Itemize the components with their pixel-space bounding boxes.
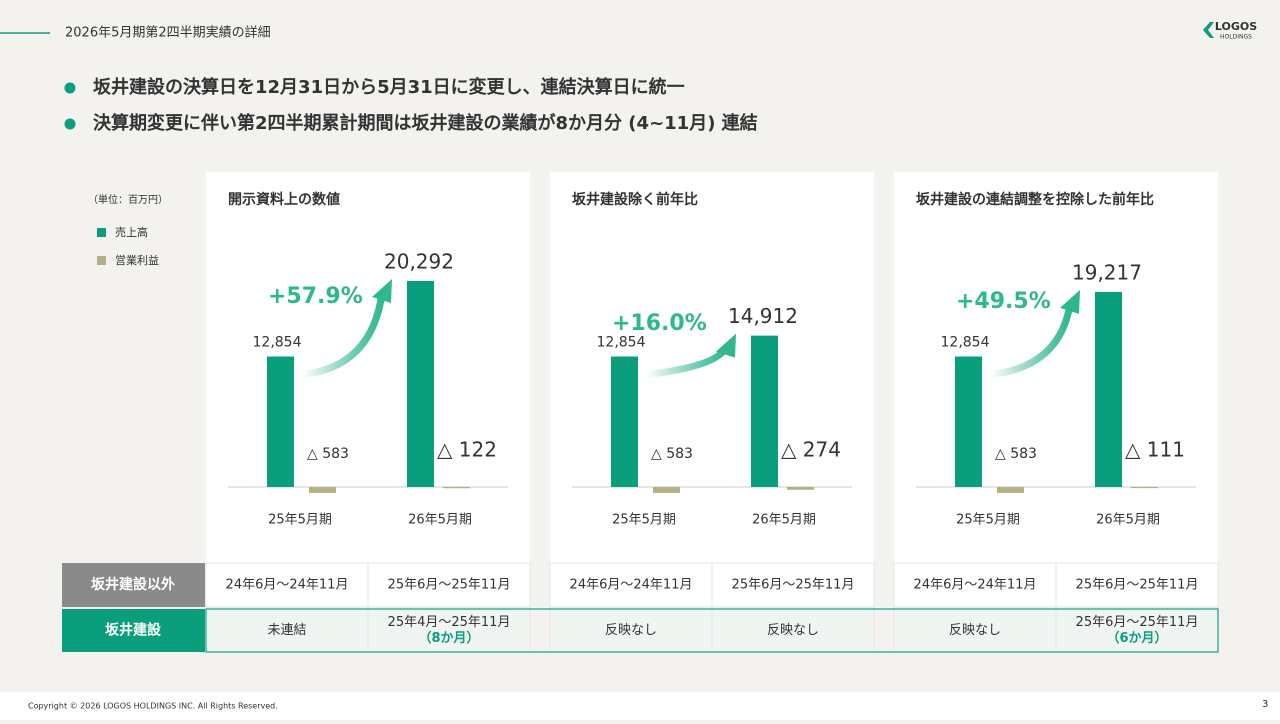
bar — [611, 356, 638, 487]
table-cell — [549, 608, 713, 653]
bar — [1095, 291, 1122, 487]
cell-text: 25年6月～25年11月 — [1076, 615, 1199, 630]
logo-mark — [1203, 22, 1214, 38]
table-cell — [549, 562, 713, 608]
bullet: 決算期変更に伴い第2四半期累計期間は坂井建設の業績が8か月分 (4~11月) 連… — [93, 112, 758, 134]
copyright: Copyright © 2026 LOGOS HOLDINGS INC. All… — [28, 702, 278, 711]
arrow-head — [716, 333, 736, 358]
row-outline — [205, 608, 1219, 653]
table-cell — [893, 608, 1057, 653]
chart-panel — [206, 172, 530, 563]
footer-band — [0, 692, 1280, 720]
unit-label: （単位：百万円） — [88, 193, 168, 206]
logo-sub: HOLDINGS — [1220, 34, 1252, 41]
x-tick-label: 25年5月期 — [956, 513, 1020, 528]
bar — [787, 487, 814, 490]
arrow-head — [372, 279, 392, 303]
cell-text: 反映なし — [949, 623, 1001, 638]
table-cell — [367, 608, 531, 653]
cell-text: 反映なし — [767, 623, 819, 638]
cell-text: 24年6月～24年11月 — [914, 578, 1037, 593]
bar — [1131, 487, 1158, 489]
bar — [267, 356, 294, 487]
x-tick-label: 26年5月期 — [752, 513, 816, 528]
legend-label: 営業利益 — [115, 253, 159, 267]
value-label: 12,854 — [597, 335, 646, 351]
growth-annotation: +57.9% — [268, 284, 363, 309]
bar — [443, 487, 470, 489]
table-cell — [1055, 562, 1219, 608]
cell-text: 25年6月～25年11月 — [388, 578, 511, 593]
chart-panel — [550, 172, 874, 563]
x-tick-label: 25年5月期 — [268, 513, 332, 528]
cell-text: 24年6月～24年11月 — [570, 578, 693, 593]
cell-text: 24年6月～24年11月 — [226, 578, 349, 593]
value-label: △ 583 — [307, 446, 349, 462]
arrow-head — [1060, 289, 1080, 314]
value-label: 12,854 — [941, 335, 990, 351]
cell-text: 25年6月～25年11月 — [732, 578, 855, 593]
growth-arrow — [302, 292, 386, 378]
cell-text: 25年6月～25年11月 — [1076, 578, 1199, 593]
row-header-label: 坂井建設 — [105, 622, 162, 639]
table-cell — [711, 608, 875, 653]
chart-title: 坂井建設除く前年比 — [572, 191, 698, 208]
cell-text: 25年4月～25年11月 — [388, 615, 511, 630]
table-cell — [205, 562, 369, 608]
bar — [407, 281, 434, 487]
row-header-label: 坂井建設以外 — [91, 576, 175, 593]
growth-arrow — [990, 303, 1074, 378]
bar — [997, 487, 1024, 493]
legend-swatch — [97, 228, 106, 237]
chart-title: 開示資料上の数値 — [228, 191, 340, 208]
legend-swatch — [97, 256, 106, 265]
page-number: 3 — [1262, 699, 1268, 710]
header-title: 2026年5月期第2四半期実績の詳細 — [65, 25, 271, 41]
cell-text: 反映なし — [605, 623, 657, 638]
row-header — [62, 609, 205, 652]
value-label: 14,912 — [728, 304, 798, 328]
growth-annotation: +49.5% — [956, 289, 1051, 314]
bullet-dot — [64, 82, 76, 94]
bullet: 坂井建設の決算日を12月31日から5月31日に変更し、連結決算日に統一 — [93, 76, 685, 98]
value-label: △ 111 — [1125, 438, 1185, 462]
cell-text: （6か月） — [1106, 630, 1167, 646]
row-header — [62, 563, 205, 607]
legend-label: 売上高 — [115, 225, 148, 239]
logo-text: LOGOS — [1215, 20, 1257, 33]
table-cell — [1055, 608, 1219, 653]
table-cell — [367, 562, 531, 608]
bar — [309, 487, 336, 493]
value-label: △ 583 — [995, 446, 1037, 462]
cell-text: （8か月） — [418, 630, 479, 646]
x-tick-label: 26年5月期 — [1096, 513, 1160, 528]
chart-panel — [894, 172, 1218, 563]
bar — [653, 487, 680, 493]
value-label: △ 274 — [781, 438, 841, 462]
value-label: △ 583 — [651, 446, 693, 462]
x-tick-label: 26年5月期 — [408, 513, 472, 528]
value-label: △ 122 — [437, 438, 497, 462]
table-cell — [711, 562, 875, 608]
x-tick-label: 25年5月期 — [612, 513, 676, 528]
value-label: 12,854 — [253, 335, 302, 351]
bar — [955, 356, 982, 487]
value-label: 20,292 — [384, 250, 454, 274]
chart-title: 坂井建設の連結調整を控除した前年比 — [916, 191, 1154, 208]
value-label: 19,217 — [1072, 260, 1142, 284]
cell-text: 未連結 — [267, 623, 306, 638]
growth-annotation: +16.0% — [612, 311, 707, 336]
bar — [751, 335, 778, 487]
bullet-dot — [64, 118, 76, 130]
